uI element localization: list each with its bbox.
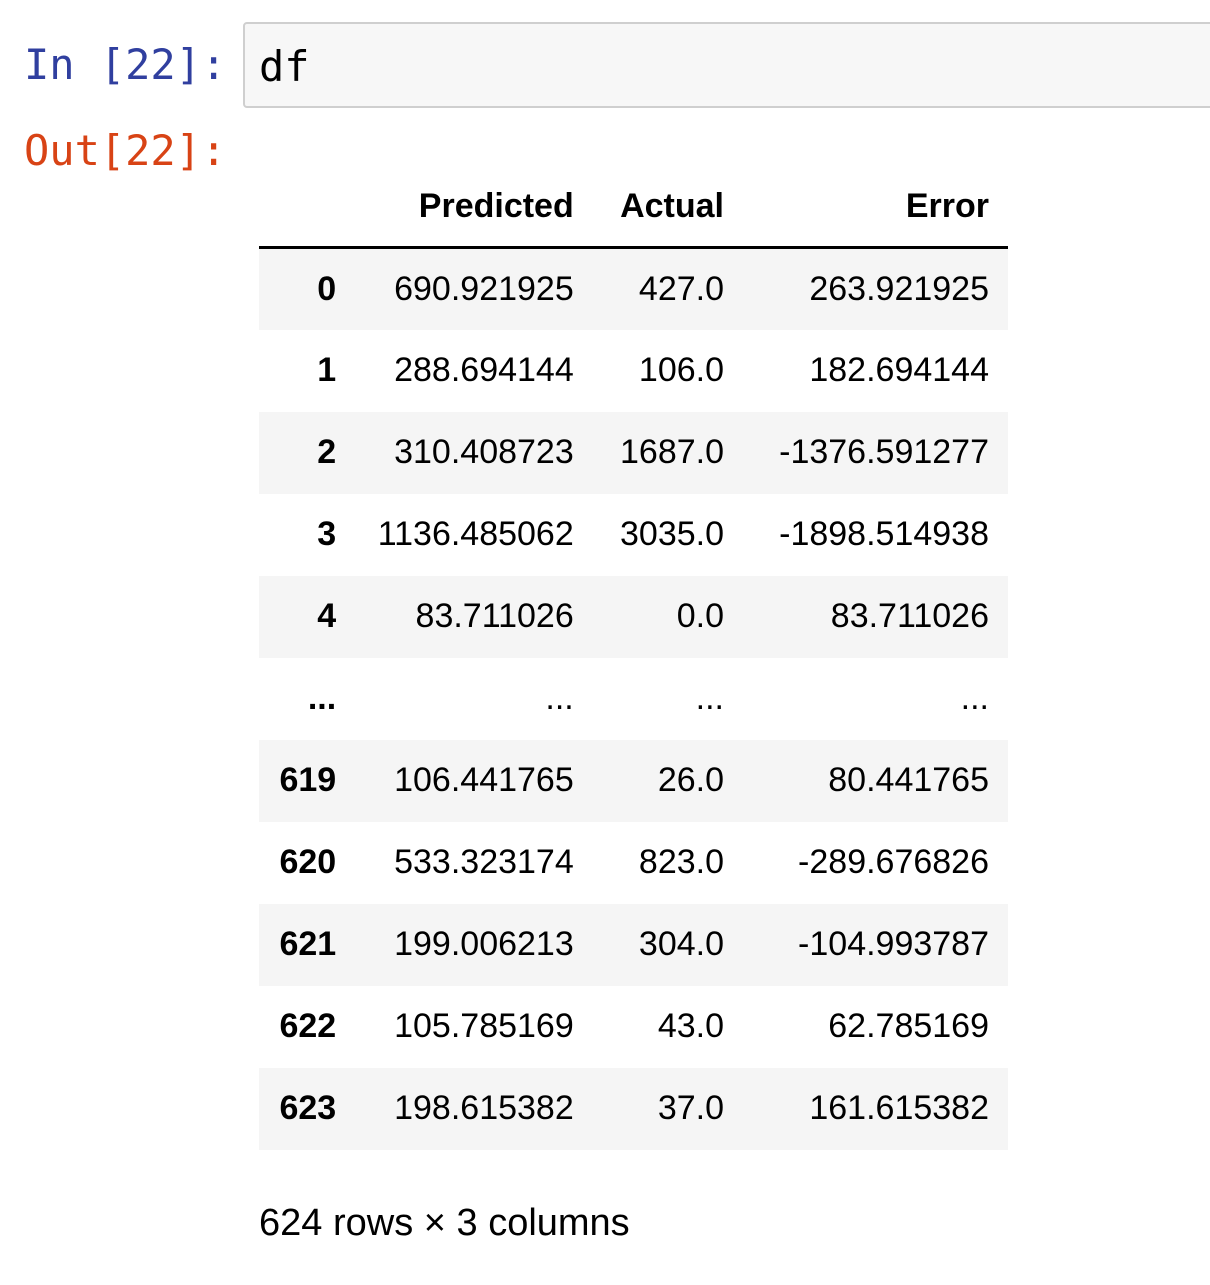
error-cell: ... bbox=[960, 679, 989, 717]
table-row: 1 288.694144 106.0 182.694144 bbox=[259, 330, 1008, 412]
actual-cell: 43.0 bbox=[657, 1007, 724, 1045]
predicted-cell: 106.441765 bbox=[394, 761, 574, 799]
column-header-predicted: Predicted bbox=[355, 166, 593, 249]
error-cell: -104.993787 bbox=[798, 925, 989, 963]
row-index: 621 bbox=[279, 925, 337, 963]
predicted-cell: 83.711026 bbox=[415, 597, 574, 635]
table-row: 622 105.785169 43.0 62.785169 bbox=[259, 986, 1008, 1068]
row-index: 619 bbox=[279, 761, 337, 799]
actual-cell: 26.0 bbox=[657, 761, 724, 799]
error-cell: 62.785169 bbox=[828, 1007, 989, 1045]
predicted-cell: 105.785169 bbox=[394, 1007, 574, 1045]
table-row: 621 199.006213 304.0 -104.993787 bbox=[259, 903, 1008, 986]
error-cell: -289.676826 bbox=[798, 843, 989, 881]
actual-cell: 3035.0 bbox=[620, 515, 724, 553]
table-row: 623 198.615382 37.0 161.615382 bbox=[259, 1067, 1008, 1150]
row-index: 2 bbox=[317, 433, 337, 471]
predicted-cell: 288.694144 bbox=[394, 351, 574, 389]
predicted-cell: 310.408723 bbox=[394, 433, 574, 471]
predicted-cell: 199.006213 bbox=[394, 925, 574, 963]
error-cell: -1898.514938 bbox=[779, 515, 989, 553]
actual-cell: 37.0 bbox=[657, 1089, 724, 1127]
index-header bbox=[259, 166, 356, 249]
error-cell: 83.711026 bbox=[830, 597, 989, 635]
row-index: ... bbox=[307, 679, 337, 717]
error-cell: -1376.591277 bbox=[779, 433, 989, 471]
dataframe-table: Predicted Actual Error 0 690.921925 427.… bbox=[259, 166, 1008, 1150]
output-prompt: Out[22]: bbox=[24, 126, 227, 175]
column-header-actual: Actual bbox=[592, 166, 743, 249]
predicted-cell: ... bbox=[545, 679, 574, 717]
table-row: 0 690.921925 427.0 263.921925 bbox=[259, 247, 1008, 330]
error-cell: 182.694144 bbox=[809, 351, 989, 389]
row-index: 622 bbox=[279, 1007, 337, 1045]
actual-cell: 1687.0 bbox=[620, 433, 724, 471]
error-cell: 263.921925 bbox=[809, 269, 989, 308]
table-row: 620 533.323174 823.0 -289.676826 bbox=[259, 822, 1008, 904]
predicted-cell: 1136.485062 bbox=[377, 515, 574, 553]
ellipsis-row: ... ... ... ... bbox=[259, 658, 1008, 740]
actual-cell: ... bbox=[695, 679, 724, 717]
actual-cell: 106.0 bbox=[638, 351, 724, 389]
table-header-row: Predicted Actual Error bbox=[259, 166, 1008, 249]
code-input-area[interactable]: df bbox=[243, 22, 1210, 108]
row-index: 620 bbox=[279, 843, 337, 881]
table-row: 619 106.441765 26.0 80.441765 bbox=[259, 739, 1008, 822]
code-text: df bbox=[259, 42, 310, 91]
row-index: 3 bbox=[317, 515, 337, 553]
input-prompt: In [22]: bbox=[24, 40, 227, 89]
actual-cell: 427.0 bbox=[638, 269, 724, 308]
predicted-cell: 690.921925 bbox=[394, 269, 574, 308]
table-row: 3 1136.485062 3035.0 -1898.514938 bbox=[259, 494, 1008, 576]
column-header-error: Error bbox=[743, 166, 1008, 249]
predicted-cell: 198.615382 bbox=[394, 1089, 574, 1127]
row-index: 0 bbox=[317, 269, 337, 308]
table-row: 4 83.711026 0.0 83.711026 bbox=[259, 575, 1008, 658]
error-cell: 80.441765 bbox=[828, 761, 989, 799]
row-index: 623 bbox=[279, 1089, 337, 1127]
table-row: 2 310.408723 1687.0 -1376.591277 bbox=[259, 411, 1008, 494]
actual-cell: 0.0 bbox=[676, 597, 724, 635]
actual-cell: 304.0 bbox=[638, 925, 724, 963]
error-cell: 161.615382 bbox=[809, 1089, 989, 1127]
row-index: 4 bbox=[317, 597, 337, 635]
dataframe-shape-note: 624 rows × 3 columns bbox=[259, 1202, 630, 1244]
row-index: 1 bbox=[317, 351, 337, 389]
actual-cell: 823.0 bbox=[638, 843, 724, 881]
predicted-cell: 533.323174 bbox=[394, 843, 574, 881]
